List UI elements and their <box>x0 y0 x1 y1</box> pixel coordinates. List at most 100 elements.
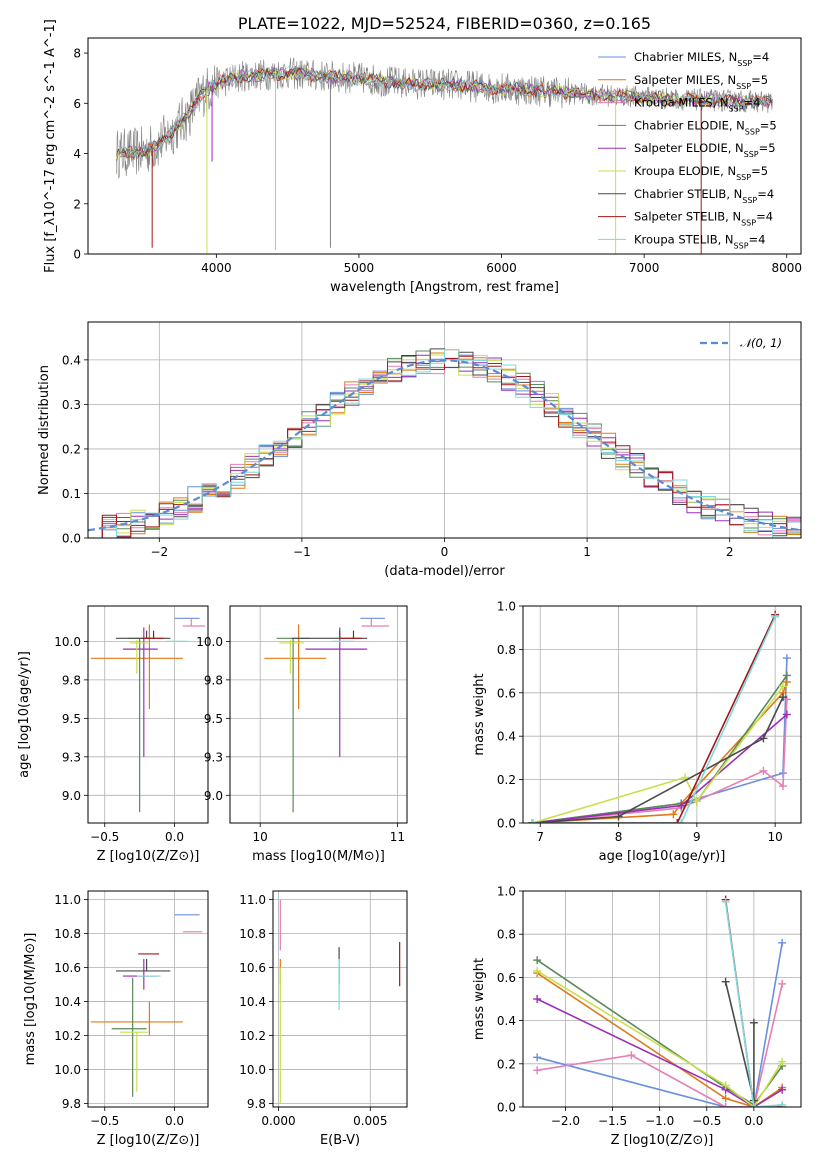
weight-marker <box>782 710 791 719</box>
age_vs_mass-plot-area <box>264 617 390 813</box>
age_vs_Z-frame: −0.5 0.0 9.0 9.3 9.5 9.8 10.0 Z [log10(Z/Z⊙)] ag… <box>17 605 209 864</box>
y-tick-label: 9.5 <box>62 712 81 726</box>
weight-marker <box>673 819 682 823</box>
residuals-axes <box>88 322 801 539</box>
weight-marker <box>533 1053 542 1062</box>
mass_vs_Z-xlabel: Z [log10(Z/Z⊙)] <box>97 1133 200 1148</box>
spectrum-plot-area <box>116 57 773 254</box>
y-tick-label: 10.2 <box>239 1029 266 1043</box>
y-tick-label: 0.2 <box>497 773 516 787</box>
x-tick-label: 5000 <box>344 261 375 275</box>
y-tick-label: 1.0 <box>497 885 516 899</box>
y-tick-label: 11.0 <box>54 893 81 907</box>
weight-marker <box>759 734 768 743</box>
x-tick-label: 0.000 <box>261 1114 295 1128</box>
residuals-ylabel: Normed distribution <box>37 365 52 495</box>
y-tick-label: 9.8 <box>204 673 223 687</box>
errorbar-point <box>142 630 164 639</box>
weight-line <box>532 614 776 823</box>
x-tick-label: −1.5 <box>598 1114 627 1128</box>
errorbar-point <box>120 1031 148 1092</box>
y-tick-label: 10.0 <box>196 635 223 649</box>
x-tick-label: 4000 <box>201 261 232 275</box>
mass_vs_ebv-axes <box>273 891 407 1107</box>
weight-line <box>532 681 788 823</box>
y-tick-label: 0.0 <box>497 817 516 831</box>
y-tick-label: 9.5 <box>204 712 223 726</box>
y-tick-label: 0.4 <box>62 353 81 367</box>
weight-marker <box>533 966 542 975</box>
weight-marker <box>627 1051 636 1060</box>
y-tick-label: 2 <box>73 197 81 211</box>
legend-entry: Salpeter ELODIE, NSSP=5 <box>634 141 776 159</box>
weight-line <box>724 901 783 1107</box>
x-tick-label: −1 <box>293 545 311 559</box>
weight-marker <box>614 812 623 821</box>
y-tick-label: 0 <box>73 248 81 262</box>
age_vs_mass-axes <box>230 606 407 823</box>
y-tick-label: 9.0 <box>204 789 223 803</box>
y-tick-label: 10.0 <box>239 1063 266 1077</box>
weight-marker <box>721 897 730 906</box>
spectrum-xlabel: wavelength [Angstrom, rest frame] <box>330 280 559 295</box>
y-tick-label: 9.3 <box>62 750 81 764</box>
errorbar-point <box>129 639 148 674</box>
weight-marker <box>749 1018 758 1027</box>
age_vs_mass-frame: 10 11 9.0 9.3 9.5 9.8 10.0 mass [log10(M/M⊙)] <box>196 605 408 864</box>
weight-marker <box>749 1103 758 1107</box>
errorbar-point <box>182 618 206 627</box>
weight-marker <box>778 979 787 988</box>
y-tick-label: 10.8 <box>239 927 266 941</box>
weight_vs_Z-plot-area <box>533 895 787 1107</box>
y-tick-label: 0.4 <box>497 1014 516 1028</box>
x-tick-label: 6000 <box>486 261 517 275</box>
weight-marker <box>778 1085 787 1094</box>
y-tick-label: 8 <box>73 47 81 61</box>
weight-line <box>532 658 788 823</box>
weight-marker <box>533 1066 542 1075</box>
y-tick-label: 10.8 <box>54 927 81 941</box>
weight-marker <box>782 654 791 663</box>
legend-entry: Chabrier STELIB, NSSP=4 <box>634 187 774 205</box>
y-tick-label: 10.0 <box>54 635 81 649</box>
weight-line <box>532 674 788 823</box>
age_vs_Z-xlabel: Z [log10(Z/Z⊙)] <box>97 849 200 864</box>
weight-marker <box>778 682 787 691</box>
y-tick-label: 0.2 <box>62 442 81 456</box>
errorbar-point <box>291 630 368 639</box>
weight_vs_Z-axes <box>523 890 801 1108</box>
mass_vs_Z-plot-area <box>90 914 203 1097</box>
y-tick-label: 0.3 <box>62 398 81 412</box>
spectrum-legend: Chabrier MILES, NSSP=4 Salpeter MILES, NS… <box>598 50 777 250</box>
y-tick-label: 9.8 <box>62 1097 81 1111</box>
age_vs_Z-plot-area <box>90 617 206 813</box>
weight-line <box>536 970 783 1107</box>
errorbar-point <box>115 959 171 972</box>
x-tick-label: 2 <box>726 545 734 559</box>
errorbar-point <box>115 630 171 639</box>
x-tick-label: 10 <box>253 830 268 844</box>
weight_vs_age-plot-area <box>528 610 791 823</box>
weight-line <box>532 685 784 823</box>
y-tick-label: 0.4 <box>497 730 516 744</box>
y-tick-label: 9.8 <box>247 1097 266 1111</box>
weight-marker <box>692 797 701 806</box>
y-tick-label: 10.4 <box>54 995 81 1009</box>
mass_vs_Z-axes <box>88 891 208 1107</box>
age_vs_Z-axes <box>88 606 208 823</box>
legend-entry: Kroupa ELODIE, NSSP=5 <box>634 164 768 182</box>
y-tick-label: 4 <box>73 147 81 161</box>
mass_vs_ebv-frame: 0.000 0.005 9.8 10.0 10.2 10.4 10.6 10.8 11.0 E(B… <box>239 890 408 1148</box>
x-tick-label: 7000 <box>629 261 660 275</box>
x-tick-label: −2 <box>150 545 168 559</box>
x-tick-label: 1 <box>583 545 591 559</box>
y-tick-label: 10.4 <box>239 995 266 1009</box>
x-tick-label: 0.005 <box>353 1114 387 1128</box>
weight-marker <box>778 938 787 947</box>
weight-marker <box>778 1057 787 1066</box>
weight-marker <box>782 671 791 680</box>
weight-line <box>532 616 776 823</box>
weight-line <box>536 972 783 1107</box>
mass_vs_ebv-xlabel: E(B-V) <box>320 1133 360 1148</box>
